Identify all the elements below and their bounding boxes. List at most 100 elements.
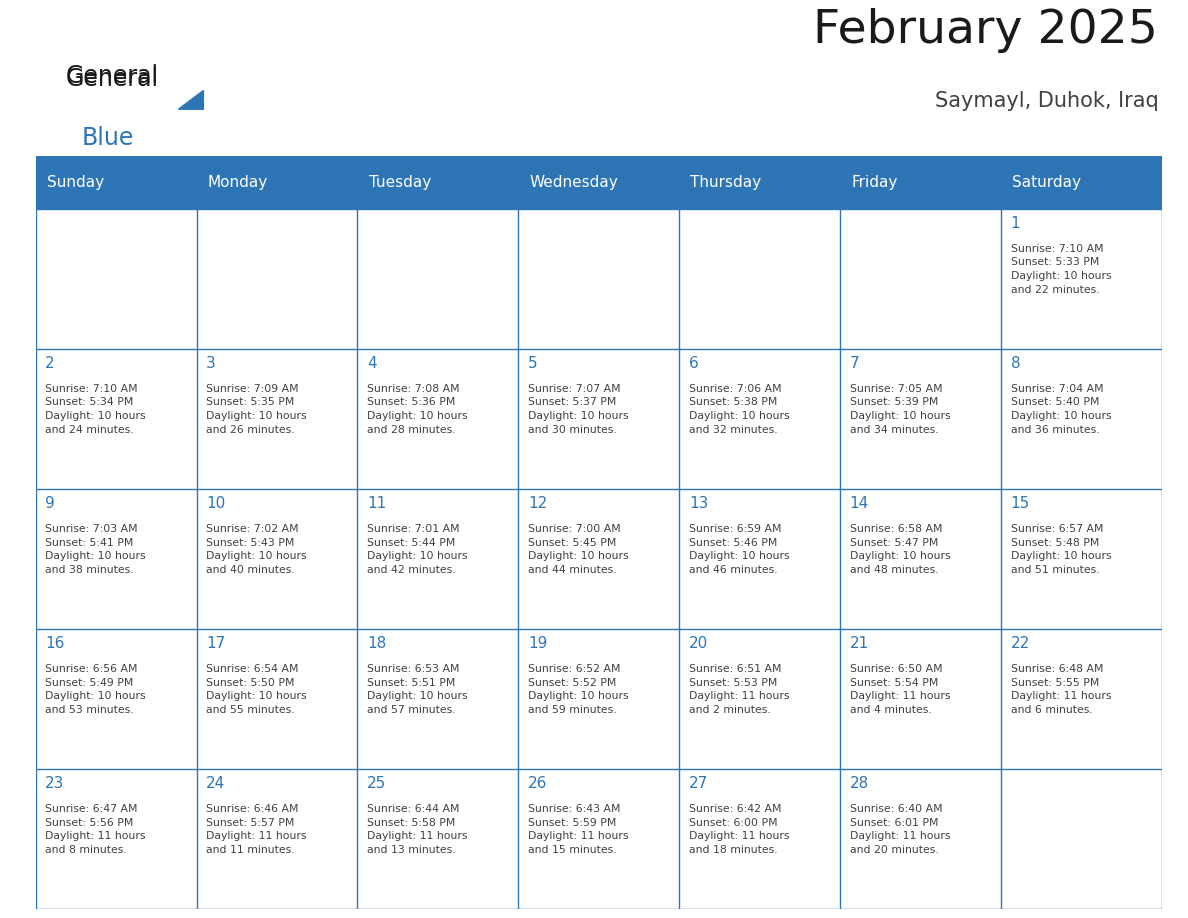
Bar xyxy=(680,208,840,349)
Text: 25: 25 xyxy=(367,777,386,791)
Bar xyxy=(36,156,196,208)
Text: Friday: Friday xyxy=(852,175,898,190)
Bar xyxy=(358,208,518,349)
Text: Sunrise: 7:10 AM
Sunset: 5:33 PM
Daylight: 10 hours
and 22 minutes.: Sunrise: 7:10 AM Sunset: 5:33 PM Dayligh… xyxy=(1011,244,1111,295)
Text: Sunrise: 6:52 AM
Sunset: 5:52 PM
Daylight: 10 hours
and 59 minutes.: Sunrise: 6:52 AM Sunset: 5:52 PM Dayligh… xyxy=(527,664,628,715)
Bar xyxy=(196,768,358,909)
Text: Sunrise: 6:48 AM
Sunset: 5:55 PM
Daylight: 11 hours
and 6 minutes.: Sunrise: 6:48 AM Sunset: 5:55 PM Dayligh… xyxy=(1011,664,1111,715)
Text: 10: 10 xyxy=(207,497,226,511)
Text: 13: 13 xyxy=(689,497,708,511)
Text: Sunrise: 6:46 AM
Sunset: 5:57 PM
Daylight: 11 hours
and 11 minutes.: Sunrise: 6:46 AM Sunset: 5:57 PM Dayligh… xyxy=(207,804,307,855)
Bar xyxy=(1001,349,1162,488)
Text: Sunrise: 6:50 AM
Sunset: 5:54 PM
Daylight: 11 hours
and 4 minutes.: Sunrise: 6:50 AM Sunset: 5:54 PM Dayligh… xyxy=(849,664,950,715)
Text: 5: 5 xyxy=(527,356,538,371)
Text: Sunrise: 6:43 AM
Sunset: 5:59 PM
Daylight: 11 hours
and 15 minutes.: Sunrise: 6:43 AM Sunset: 5:59 PM Dayligh… xyxy=(527,804,628,855)
Bar xyxy=(840,349,1001,488)
Bar xyxy=(358,488,518,629)
Text: Sunrise: 6:53 AM
Sunset: 5:51 PM
Daylight: 10 hours
and 57 minutes.: Sunrise: 6:53 AM Sunset: 5:51 PM Dayligh… xyxy=(367,664,468,715)
Text: Sunrise: 6:42 AM
Sunset: 6:00 PM
Daylight: 11 hours
and 18 minutes.: Sunrise: 6:42 AM Sunset: 6:00 PM Dayligh… xyxy=(689,804,789,855)
Bar xyxy=(36,488,196,629)
Bar xyxy=(840,629,1001,768)
Text: 11: 11 xyxy=(367,497,386,511)
Bar xyxy=(358,349,518,488)
Bar xyxy=(840,768,1001,909)
Text: 19: 19 xyxy=(527,636,548,651)
Bar xyxy=(36,349,196,488)
Text: 17: 17 xyxy=(207,636,226,651)
Text: 26: 26 xyxy=(527,777,548,791)
Text: Blue: Blue xyxy=(82,126,134,150)
Text: Sunrise: 7:04 AM
Sunset: 5:40 PM
Daylight: 10 hours
and 36 minutes.: Sunrise: 7:04 AM Sunset: 5:40 PM Dayligh… xyxy=(1011,384,1111,435)
Text: Sunrise: 6:47 AM
Sunset: 5:56 PM
Daylight: 11 hours
and 8 minutes.: Sunrise: 6:47 AM Sunset: 5:56 PM Dayligh… xyxy=(45,804,146,855)
Bar xyxy=(36,768,196,909)
Text: Sunrise: 6:56 AM
Sunset: 5:49 PM
Daylight: 10 hours
and 53 minutes.: Sunrise: 6:56 AM Sunset: 5:49 PM Dayligh… xyxy=(45,664,146,715)
Text: 3: 3 xyxy=(207,356,216,371)
Text: Sunrise: 7:00 AM
Sunset: 5:45 PM
Daylight: 10 hours
and 44 minutes.: Sunrise: 7:00 AM Sunset: 5:45 PM Dayligh… xyxy=(527,524,628,575)
Bar xyxy=(680,629,840,768)
Bar xyxy=(840,488,1001,629)
Text: Sunrise: 6:54 AM
Sunset: 5:50 PM
Daylight: 10 hours
and 55 minutes.: Sunrise: 6:54 AM Sunset: 5:50 PM Dayligh… xyxy=(207,664,307,715)
Text: 20: 20 xyxy=(689,636,708,651)
Text: Thursday: Thursday xyxy=(690,175,762,190)
Bar xyxy=(518,768,680,909)
Bar xyxy=(196,208,358,349)
Text: 9: 9 xyxy=(45,497,55,511)
Bar xyxy=(1001,488,1162,629)
Text: Sunrise: 7:06 AM
Sunset: 5:38 PM
Daylight: 10 hours
and 32 minutes.: Sunrise: 7:06 AM Sunset: 5:38 PM Dayligh… xyxy=(689,384,790,435)
Text: Sunrise: 7:02 AM
Sunset: 5:43 PM
Daylight: 10 hours
and 40 minutes.: Sunrise: 7:02 AM Sunset: 5:43 PM Dayligh… xyxy=(207,524,307,575)
Text: Sunrise: 6:59 AM
Sunset: 5:46 PM
Daylight: 10 hours
and 46 minutes.: Sunrise: 6:59 AM Sunset: 5:46 PM Dayligh… xyxy=(689,524,790,575)
Bar xyxy=(196,156,358,208)
Text: February 2025: February 2025 xyxy=(814,7,1158,53)
Text: Monday: Monday xyxy=(208,175,268,190)
Bar xyxy=(680,156,840,208)
Bar xyxy=(196,349,358,488)
Bar xyxy=(358,629,518,768)
Bar xyxy=(840,156,1001,208)
Bar xyxy=(1001,768,1162,909)
Bar xyxy=(1001,629,1162,768)
Text: 22: 22 xyxy=(1011,636,1030,651)
Bar xyxy=(680,488,840,629)
Text: Sunrise: 7:05 AM
Sunset: 5:39 PM
Daylight: 10 hours
and 34 minutes.: Sunrise: 7:05 AM Sunset: 5:39 PM Dayligh… xyxy=(849,384,950,435)
Text: 7: 7 xyxy=(849,356,859,371)
Text: 2: 2 xyxy=(45,356,55,371)
Text: Sunrise: 7:10 AM
Sunset: 5:34 PM
Daylight: 10 hours
and 24 minutes.: Sunrise: 7:10 AM Sunset: 5:34 PM Dayligh… xyxy=(45,384,146,435)
Text: Sunrise: 7:07 AM
Sunset: 5:37 PM
Daylight: 10 hours
and 30 minutes.: Sunrise: 7:07 AM Sunset: 5:37 PM Dayligh… xyxy=(527,384,628,435)
Bar xyxy=(680,349,840,488)
Text: General: General xyxy=(65,66,158,91)
Text: 14: 14 xyxy=(849,497,868,511)
Bar xyxy=(518,629,680,768)
Text: Sunday: Sunday xyxy=(46,175,105,190)
Text: 27: 27 xyxy=(689,777,708,791)
Text: 16: 16 xyxy=(45,636,64,651)
Bar xyxy=(518,208,680,349)
Text: 28: 28 xyxy=(849,777,868,791)
Text: Sunrise: 6:58 AM
Sunset: 5:47 PM
Daylight: 10 hours
and 48 minutes.: Sunrise: 6:58 AM Sunset: 5:47 PM Dayligh… xyxy=(849,524,950,575)
Text: Sunrise: 7:01 AM
Sunset: 5:44 PM
Daylight: 10 hours
and 42 minutes.: Sunrise: 7:01 AM Sunset: 5:44 PM Dayligh… xyxy=(367,524,468,575)
Text: Sunrise: 7:08 AM
Sunset: 5:36 PM
Daylight: 10 hours
and 28 minutes.: Sunrise: 7:08 AM Sunset: 5:36 PM Dayligh… xyxy=(367,384,468,435)
Polygon shape xyxy=(178,91,203,109)
Text: Wednesday: Wednesday xyxy=(530,175,618,190)
Text: 1: 1 xyxy=(1011,217,1020,231)
Bar xyxy=(1001,208,1162,349)
Text: 15: 15 xyxy=(1011,497,1030,511)
Text: 8: 8 xyxy=(1011,356,1020,371)
Text: 23: 23 xyxy=(45,777,64,791)
Text: 4: 4 xyxy=(367,356,377,371)
Text: 12: 12 xyxy=(527,497,548,511)
Bar xyxy=(196,629,358,768)
Text: 6: 6 xyxy=(689,356,699,371)
Text: Saturday: Saturday xyxy=(1012,175,1081,190)
Bar xyxy=(840,208,1001,349)
Bar xyxy=(680,768,840,909)
Text: Sunrise: 6:40 AM
Sunset: 6:01 PM
Daylight: 11 hours
and 20 minutes.: Sunrise: 6:40 AM Sunset: 6:01 PM Dayligh… xyxy=(849,804,950,855)
Text: 18: 18 xyxy=(367,636,386,651)
Bar xyxy=(358,768,518,909)
Bar xyxy=(36,208,196,349)
Bar xyxy=(36,629,196,768)
Text: Sunrise: 6:51 AM
Sunset: 5:53 PM
Daylight: 11 hours
and 2 minutes.: Sunrise: 6:51 AM Sunset: 5:53 PM Dayligh… xyxy=(689,664,789,715)
Text: 24: 24 xyxy=(207,777,226,791)
Bar xyxy=(518,156,680,208)
Bar xyxy=(196,488,358,629)
Bar xyxy=(518,488,680,629)
